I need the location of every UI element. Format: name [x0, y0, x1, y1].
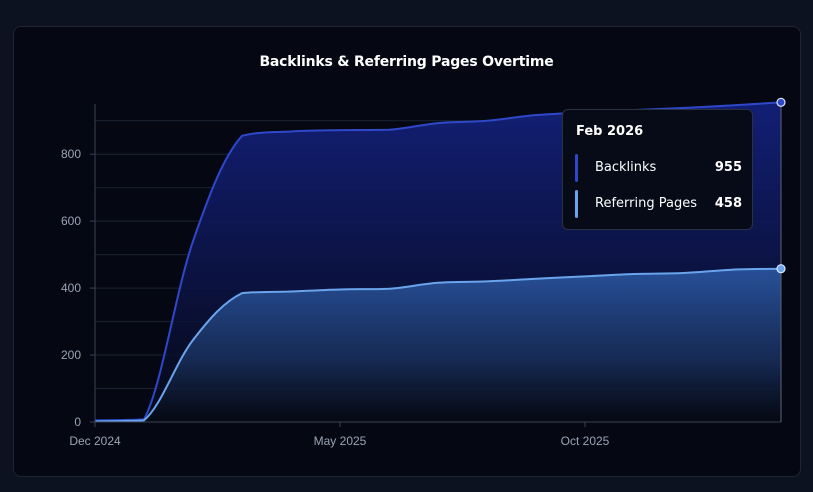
series-area: [95, 268, 781, 422]
tooltip-value: 955: [714, 160, 742, 175]
x-tick-label: May 2025: [314, 434, 367, 448]
x-tick-label: Oct 2025: [561, 434, 610, 448]
y-tick-labels: 0 200 400 600 800: [61, 147, 95, 429]
y-tick-label: 400: [61, 281, 81, 295]
chart-tooltip: Feb 2026 Backlinks 955 Referring Pages 4…: [562, 109, 753, 230]
referring-pages-swatch: [575, 190, 578, 218]
y-tick-label: 200: [61, 348, 81, 362]
y-tick-label: 0: [74, 415, 81, 429]
tooltip-label: Backlinks: [595, 160, 657, 175]
hover-markers: [776, 97, 786, 274]
y-tick-label: 600: [61, 214, 81, 228]
x-tick-labels: Dec 2024 May 2025 Oct 2025: [69, 422, 610, 448]
tooltip-row-referring-pages: Referring Pages 458: [575, 190, 742, 218]
tooltip-title: Feb 2026: [576, 124, 644, 139]
hover-point: [776, 264, 786, 274]
tooltip-value: 458: [714, 196, 742, 211]
hover-point: [776, 97, 786, 107]
tooltip-label: Referring Pages: [595, 196, 697, 211]
axes: [94, 104, 782, 423]
backlinks-swatch: [575, 154, 578, 182]
x-tick-label: Dec 2024: [69, 434, 121, 448]
series-line[interactable]: [94, 267, 782, 423]
y-tick-label: 800: [61, 147, 81, 161]
tooltip-row-backlinks: Backlinks 955: [575, 154, 742, 182]
chart-title: Backlinks & Referring Pages Overtime: [259, 54, 554, 70]
